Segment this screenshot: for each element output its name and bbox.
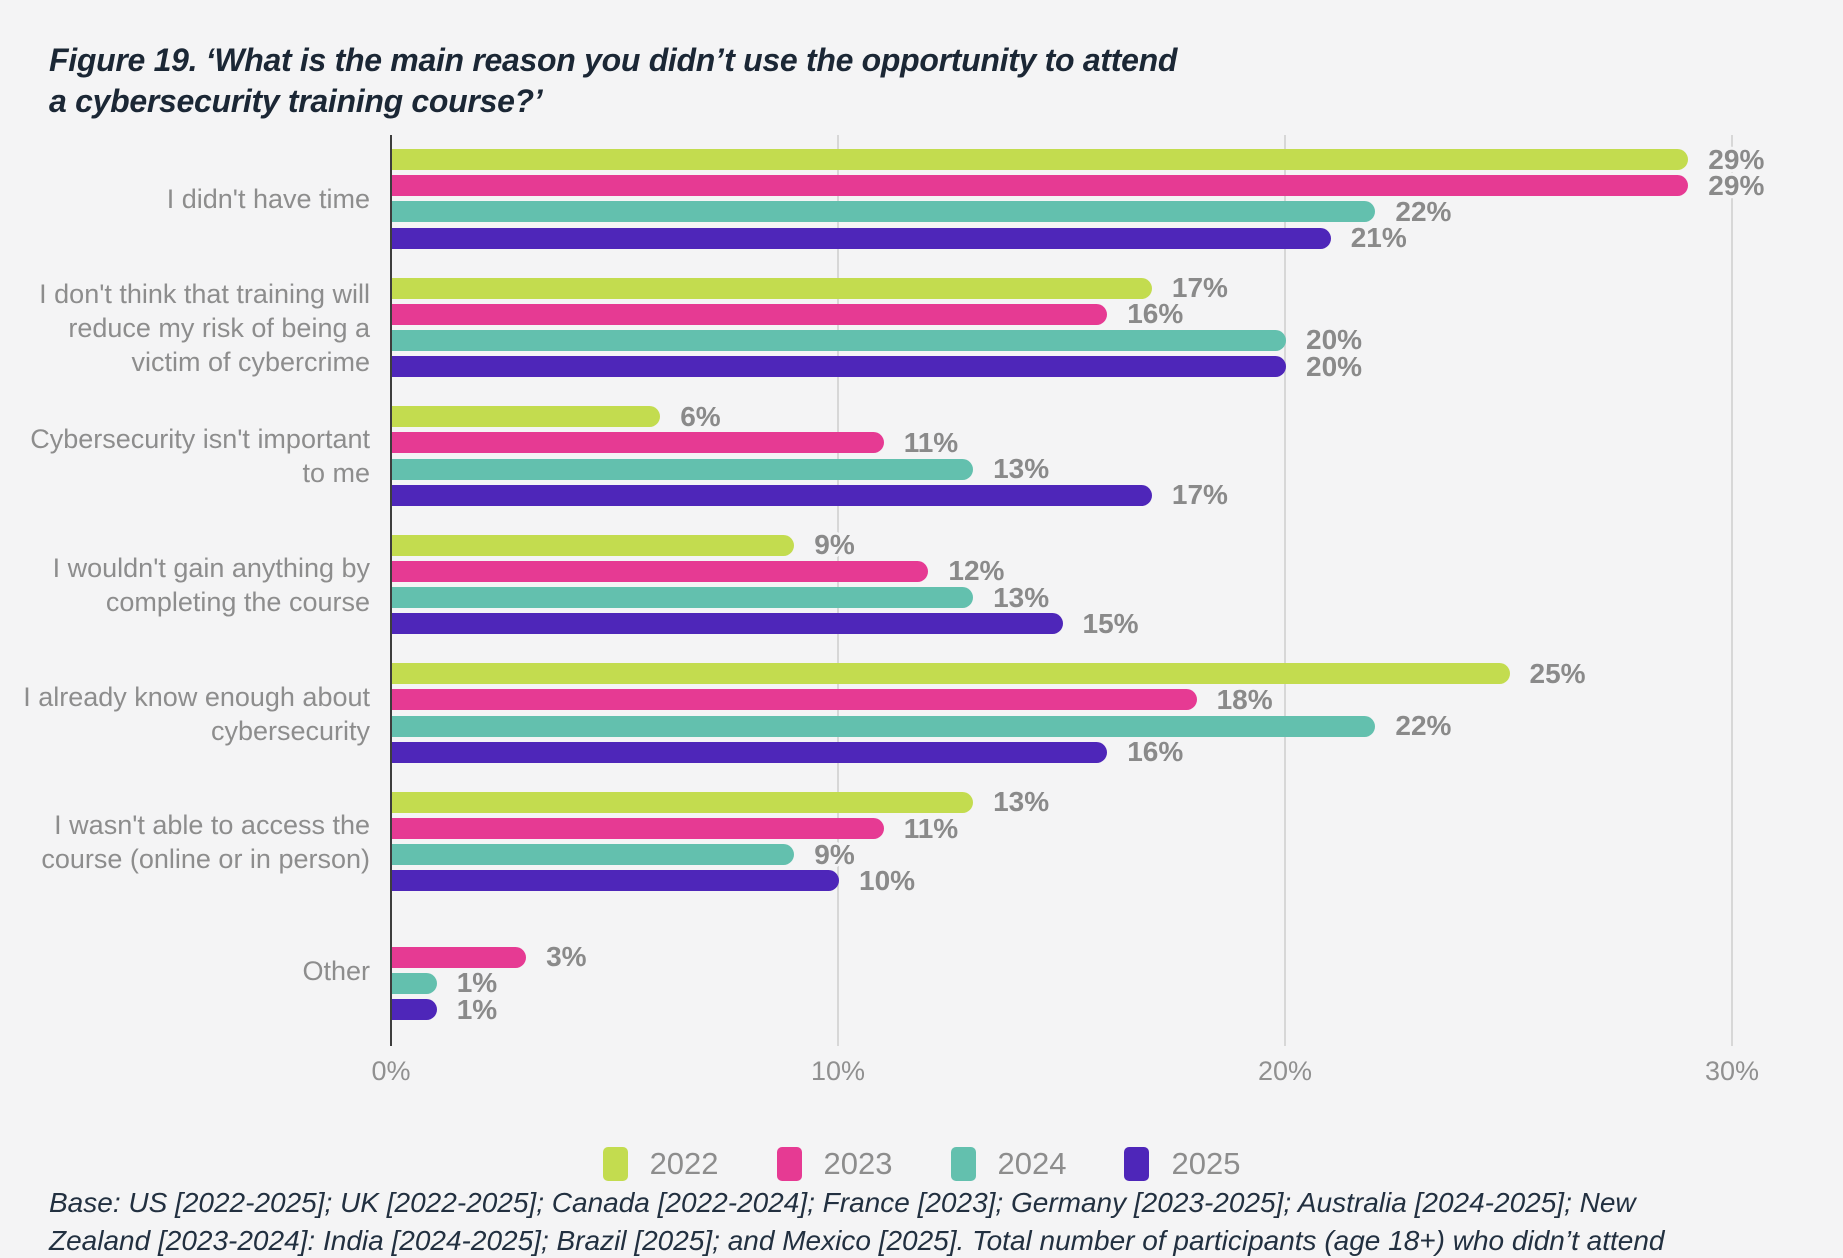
- bar-value-label: 13%: [993, 453, 1050, 485]
- bar-2023-group4: [392, 560, 929, 582]
- footer-note-line-1: Base: US [2022-2025]; UK [2022-2025]; Ca…: [49, 1187, 1636, 1218]
- bar-value-label: 1%: [456, 993, 498, 1025]
- bar-2023-group1: [392, 175, 1689, 197]
- bar-2024-group3: [392, 458, 974, 480]
- bar-value-label: 29%: [1708, 143, 1765, 175]
- bar-value-label: 15%: [1082, 607, 1139, 639]
- bar-2025-group2: [392, 356, 1286, 378]
- legend-label: 2025: [1171, 1146, 1241, 1181]
- bar-value-label: 20%: [1306, 324, 1363, 356]
- bar-2025-group1: [392, 227, 1331, 249]
- category-label: I didn't have time: [166, 184, 370, 215]
- bar-value-label: 20%: [1306, 350, 1363, 382]
- bar-value-label: 18%: [1216, 683, 1273, 715]
- category-label: Other: [302, 955, 370, 986]
- legend-label: 2023: [823, 1146, 893, 1181]
- bar-2023-group7: [392, 946, 527, 968]
- category-label: I wasn't able to access the course (onli…: [41, 810, 370, 875]
- bar-2022-group4: [392, 534, 795, 556]
- bar-value-label: 11%: [903, 426, 959, 458]
- bar-value-label: 16%: [1127, 298, 1184, 330]
- category-label: I already know enough about cybersecurit…: [23, 681, 370, 746]
- bar-2024-group4: [392, 587, 974, 609]
- bar-2025-group4: [392, 613, 1063, 635]
- category-label: I wouldn't gain anything by completing t…: [52, 552, 370, 617]
- bar-value-label: 9%: [814, 838, 855, 870]
- bar-2024-group6: [392, 844, 795, 866]
- bar-2022-group5: [392, 663, 1510, 685]
- bar-2024-group7: [392, 972, 437, 994]
- legend-swatch-icon: [1124, 1147, 1150, 1181]
- bar-2022-group3: [392, 406, 661, 428]
- x-tick-label: 30%: [1704, 1056, 1760, 1086]
- bar-2023-group2: [392, 303, 1108, 325]
- bar-value-label: 17%: [1171, 272, 1228, 304]
- bar-value-label: 16%: [1127, 736, 1184, 768]
- legend-item-2023: 2023: [776, 1146, 893, 1182]
- bar-2024-group2: [392, 329, 1286, 351]
- bar-2025-group7: [392, 999, 437, 1021]
- bar-value-label: 9%: [814, 529, 855, 561]
- bar-value-label: 13%: [993, 786, 1050, 818]
- footer-note-line-2: Zealand [2023-2024]: India [2024-2025]; …: [49, 1225, 1665, 1256]
- gridline-30%: [1731, 135, 1733, 1046]
- bar-2023-group5: [392, 689, 1197, 711]
- bar-value-label: 11%: [903, 812, 959, 844]
- bar-2025-group5: [392, 741, 1108, 763]
- bar-value-label: 29%: [1708, 169, 1765, 201]
- bar-value-label: 1%: [456, 967, 498, 999]
- legend-swatch-icon: [950, 1147, 976, 1181]
- bar-value-label: 10%: [859, 864, 916, 896]
- bar-value-label: 22%: [1395, 195, 1452, 227]
- figure-title-line-2: a cybersecurity training course?’: [49, 83, 543, 119]
- category-label: Cybersecurity isn't important to me: [30, 424, 370, 489]
- x-tick-label: 20%: [1257, 1056, 1313, 1086]
- legend-label: 2024: [997, 1146, 1067, 1181]
- legend-label: 2022: [649, 1146, 719, 1181]
- bar-2022-group2: [392, 277, 1152, 299]
- bar-2025-group6: [392, 870, 839, 892]
- bar-value-label: 3%: [546, 941, 587, 973]
- bar-2022-group1: [392, 149, 1689, 170]
- bar-2022-group6: [392, 791, 974, 813]
- legend-item-2024: 2024: [950, 1146, 1067, 1182]
- figure-title: Figure 19. ‘What is the main reason you …: [49, 40, 1299, 122]
- bar-value-label: 21%: [1350, 222, 1407, 254]
- bar-value-label: 13%: [993, 581, 1050, 613]
- footer-note: Base: US [2022-2025]; UK [2022-2025]; Ca…: [49, 1184, 1809, 1258]
- bar-2023-group6: [392, 818, 884, 840]
- legend-swatch-icon: [602, 1147, 628, 1181]
- x-tick-label: 10%: [810, 1056, 866, 1086]
- bar-2024-group5: [392, 715, 1376, 737]
- y-axis-line: [390, 135, 392, 1046]
- legend-swatch-icon: [776, 1147, 802, 1181]
- category-label: I don't think that training will reduce …: [39, 278, 370, 377]
- bar-value-label: 12%: [948, 555, 1005, 587]
- bar-value-label: 22%: [1395, 710, 1452, 742]
- figure-title-line-1: Figure 19. ‘What is the main reason you …: [49, 42, 1178, 78]
- bar-2024-group1: [392, 201, 1376, 223]
- chart-legend: 2022 2023 2024 2025: [0, 1146, 1843, 1182]
- bar-2025-group3: [392, 484, 1152, 506]
- x-tick-label: 0%: [371, 1056, 411, 1086]
- legend-item-2025: 2025: [1124, 1146, 1240, 1182]
- legend-item-2022: 2022: [602, 1146, 719, 1182]
- bar-2023-group3: [392, 432, 884, 454]
- gridline-20%: [1284, 135, 1286, 1046]
- bar-value-label: 17%: [1171, 479, 1228, 511]
- bar-value-label: 25%: [1529, 657, 1586, 689]
- bar-value-label: 6%: [680, 400, 721, 432]
